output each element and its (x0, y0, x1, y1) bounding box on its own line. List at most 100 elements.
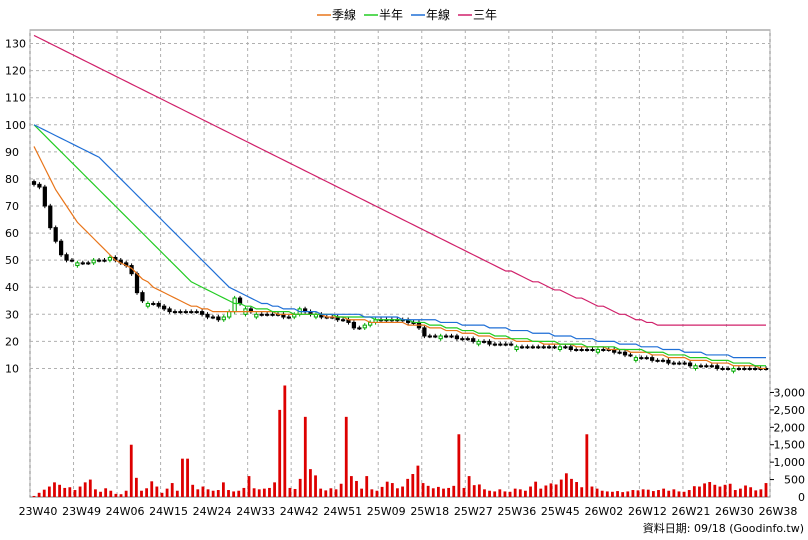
candle-body (80, 262, 85, 265)
candle-body (628, 354, 633, 357)
volume-bar (667, 490, 671, 497)
volume-bar (170, 483, 174, 497)
volume-bar (380, 486, 384, 497)
candle-body (454, 335, 460, 340)
volume-bar (570, 478, 573, 497)
volume-bar (636, 490, 640, 497)
volume-bar (708, 482, 712, 497)
candle-body (574, 349, 579, 352)
volume-bar (150, 481, 154, 497)
price-tick-label: 100 (5, 119, 26, 132)
ma-line-半年 (33, 124, 766, 367)
candle-body (443, 335, 449, 338)
volume-bar (206, 489, 210, 497)
candle-body (579, 349, 584, 352)
candle-body (622, 351, 628, 356)
volume-bar (600, 490, 604, 497)
candle-body (557, 346, 563, 351)
candle-body (568, 346, 573, 351)
volume-bar (268, 487, 271, 497)
candle-body (487, 340, 492, 345)
candle-body (747, 367, 752, 370)
volume-bar (626, 491, 630, 497)
candle-body (433, 335, 438, 338)
volume-bar (483, 489, 486, 497)
x-tick-label: 24W15 (149, 505, 188, 518)
volume-bar (355, 480, 358, 497)
price-tick-label: 50 (5, 254, 19, 267)
x-tick-label: 24W42 (280, 505, 319, 518)
candle-body (194, 311, 199, 314)
candle-body (31, 181, 37, 185)
volume-bar (73, 490, 77, 497)
candle-body (232, 297, 237, 313)
x-tick-label: 25W27 (454, 505, 493, 518)
candle-body (58, 240, 64, 256)
x-tick-label: 23W49 (62, 505, 101, 518)
candle-body (53, 227, 58, 242)
candle-body (183, 311, 188, 314)
plot-frame (29, 29, 771, 498)
volume-bars (32, 385, 768, 497)
candle-body (449, 335, 454, 338)
price-tick-label: 30 (5, 308, 19, 321)
price-tick-label: 120 (5, 65, 26, 78)
volume-bar (595, 488, 599, 497)
volume-bar (124, 490, 128, 497)
price-tick-label: 60 (5, 227, 19, 240)
candle-body (476, 340, 481, 345)
candle-body (666, 359, 671, 364)
volume-bar (129, 444, 133, 497)
volume-bar (37, 492, 41, 497)
volume-bar (232, 491, 236, 497)
volume-bar (191, 484, 195, 497)
volume-bar (416, 465, 420, 497)
candle-body (503, 343, 508, 346)
candle-body (742, 367, 747, 370)
volume-tick-label: 2,500 (774, 404, 806, 417)
volume-bar (211, 490, 215, 497)
candle-body (357, 327, 362, 330)
candle-body (362, 324, 367, 329)
candle-body (172, 311, 178, 314)
x-tick-label: 26W30 (715, 505, 754, 518)
candle-body (156, 302, 161, 307)
volume-bar (452, 485, 456, 497)
candle-body (492, 343, 498, 346)
legend-label: 年線 (426, 7, 450, 22)
candle-body (671, 362, 676, 365)
candle-body (498, 343, 503, 346)
volume-bar (134, 477, 138, 497)
volume-bar (252, 488, 256, 497)
candle-body (644, 357, 649, 360)
candle-body (351, 321, 357, 329)
volume-bar (109, 490, 113, 497)
volume-bar (611, 491, 614, 497)
volume-bar (457, 434, 461, 497)
price-tick-label: 130 (5, 38, 26, 51)
candle-body (546, 346, 552, 349)
candle-body (677, 362, 682, 365)
volume-bar (262, 488, 266, 497)
volume-bar (390, 483, 394, 497)
volume-bar (575, 482, 578, 497)
volume-bar (590, 486, 594, 497)
volume-bar (334, 489, 338, 497)
candlesticks (31, 179, 769, 374)
volume-bar (83, 482, 87, 497)
candle-body (525, 346, 530, 349)
volume-bar (360, 488, 364, 497)
price-tick-label: 20 (5, 335, 19, 348)
x-axis: 23W40 23W49 24W06 24W15 24W24 24W33 24W42 24W51… (19, 505, 798, 518)
candle-body (536, 346, 541, 349)
volume-bar (216, 490, 220, 497)
volume-bar (365, 476, 369, 497)
volume-bar (421, 483, 425, 497)
price-tick-label: 10 (5, 362, 19, 375)
candle-body (48, 205, 53, 229)
candle-body (481, 340, 487, 343)
volume-bar (293, 488, 297, 497)
volume-bar (646, 489, 650, 497)
volume-bar (53, 482, 56, 497)
